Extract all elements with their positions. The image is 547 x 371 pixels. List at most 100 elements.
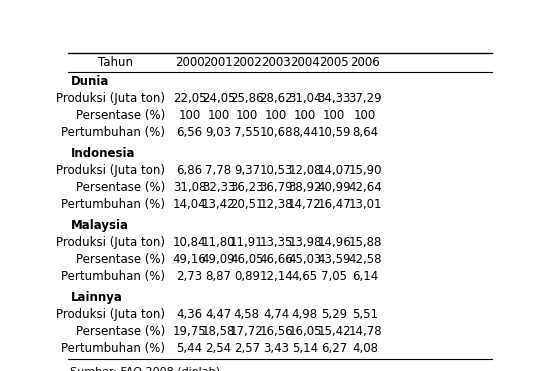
Text: 22,05: 22,05 <box>173 92 206 105</box>
Text: 5,44: 5,44 <box>177 342 203 355</box>
Text: 2,57: 2,57 <box>234 342 260 355</box>
Text: 0,89: 0,89 <box>234 270 260 283</box>
Text: 6,56: 6,56 <box>177 126 203 139</box>
Text: 36,23: 36,23 <box>230 181 264 194</box>
Text: Pertumbuhan (%): Pertumbuhan (%) <box>61 270 165 283</box>
Text: 2,73: 2,73 <box>177 270 203 283</box>
Text: 45,03: 45,03 <box>288 253 322 266</box>
Text: 5,14: 5,14 <box>292 342 318 355</box>
Text: Produksi (Juta ton): Produksi (Juta ton) <box>56 308 165 321</box>
Text: 40,99: 40,99 <box>317 181 351 194</box>
Text: 100: 100 <box>236 109 258 122</box>
Text: 100: 100 <box>294 109 316 122</box>
Text: 5,51: 5,51 <box>352 308 378 321</box>
Text: Persentase (%): Persentase (%) <box>76 253 165 266</box>
Text: Malaysia: Malaysia <box>71 219 129 232</box>
Text: 25,86: 25,86 <box>230 92 264 105</box>
Text: 11,91: 11,91 <box>230 236 264 249</box>
Text: 36,79: 36,79 <box>259 181 293 194</box>
Text: 2000: 2000 <box>175 56 205 69</box>
Text: 100: 100 <box>265 109 287 122</box>
Text: 31,08: 31,08 <box>173 181 206 194</box>
Text: Tahun: Tahun <box>98 56 133 69</box>
Text: 2,54: 2,54 <box>205 342 231 355</box>
Text: 28,62: 28,62 <box>259 92 293 105</box>
Text: 11,80: 11,80 <box>202 236 235 249</box>
Text: Produksi (Juta ton): Produksi (Juta ton) <box>56 164 165 177</box>
Text: 16,56: 16,56 <box>259 325 293 338</box>
Text: 31,04: 31,04 <box>288 92 322 105</box>
Text: 14,72: 14,72 <box>288 198 322 211</box>
Text: 100: 100 <box>207 109 230 122</box>
Text: 4,08: 4,08 <box>352 342 378 355</box>
Text: 37,29: 37,29 <box>348 92 382 105</box>
Text: 4,58: 4,58 <box>234 308 260 321</box>
Text: 9,37: 9,37 <box>234 164 260 177</box>
Text: 15,90: 15,90 <box>348 164 382 177</box>
Text: Pertumbuhan (%): Pertumbuhan (%) <box>61 342 165 355</box>
Text: 42,58: 42,58 <box>348 253 382 266</box>
Text: 32,33: 32,33 <box>202 181 235 194</box>
Text: 34,33: 34,33 <box>317 92 351 105</box>
Text: Persentase (%): Persentase (%) <box>76 325 165 338</box>
Text: 7,05: 7,05 <box>321 270 347 283</box>
Text: 14,07: 14,07 <box>317 164 351 177</box>
Text: 49,09: 49,09 <box>202 253 235 266</box>
Text: 2003: 2003 <box>261 56 291 69</box>
Text: 4,47: 4,47 <box>205 308 231 321</box>
Text: 15,42: 15,42 <box>317 325 351 338</box>
Text: 14,78: 14,78 <box>348 325 382 338</box>
Text: 8,44: 8,44 <box>292 126 318 139</box>
Text: 18,58: 18,58 <box>202 325 235 338</box>
Text: 9,03: 9,03 <box>206 126 231 139</box>
Text: 4,65: 4,65 <box>292 270 318 283</box>
Text: 2002: 2002 <box>232 56 261 69</box>
Text: Indonesia: Indonesia <box>71 147 135 160</box>
Text: 4,74: 4,74 <box>263 308 289 321</box>
Text: 10,84: 10,84 <box>173 236 206 249</box>
Text: 2005: 2005 <box>319 56 349 69</box>
Text: 49,16: 49,16 <box>173 253 207 266</box>
Text: 13,42: 13,42 <box>202 198 235 211</box>
Text: 17,72: 17,72 <box>230 325 264 338</box>
Text: Dunia: Dunia <box>71 75 109 88</box>
Text: Sumber: FAO 2008 (diolah).: Sumber: FAO 2008 (diolah). <box>71 366 224 371</box>
Text: 7,55: 7,55 <box>234 126 260 139</box>
Text: 2004: 2004 <box>290 56 320 69</box>
Text: 12,08: 12,08 <box>288 164 322 177</box>
Text: 38,92: 38,92 <box>288 181 322 194</box>
Text: 10,53: 10,53 <box>259 164 293 177</box>
Text: Produksi (Juta ton): Produksi (Juta ton) <box>56 236 165 249</box>
Text: 13,35: 13,35 <box>259 236 293 249</box>
Text: 6,27: 6,27 <box>321 342 347 355</box>
Text: 8,87: 8,87 <box>206 270 231 283</box>
Text: 16,05: 16,05 <box>288 325 322 338</box>
Text: 5,29: 5,29 <box>321 308 347 321</box>
Text: 19,75: 19,75 <box>173 325 206 338</box>
Text: 4,36: 4,36 <box>177 308 203 321</box>
Text: 7,78: 7,78 <box>205 164 231 177</box>
Text: Pertumbuhan (%): Pertumbuhan (%) <box>61 126 165 139</box>
Text: 6,86: 6,86 <box>177 164 203 177</box>
Text: 12,38: 12,38 <box>259 198 293 211</box>
Text: 46,05: 46,05 <box>230 253 264 266</box>
Text: 43,59: 43,59 <box>317 253 351 266</box>
Text: 20,51: 20,51 <box>230 198 264 211</box>
Text: 2001: 2001 <box>203 56 234 69</box>
Text: 8,64: 8,64 <box>352 126 378 139</box>
Text: Lainnya: Lainnya <box>71 290 123 303</box>
Text: 10,68: 10,68 <box>259 126 293 139</box>
Text: Persentase (%): Persentase (%) <box>76 109 165 122</box>
Text: Produksi (Juta ton): Produksi (Juta ton) <box>56 92 165 105</box>
Text: 14,96: 14,96 <box>317 236 351 249</box>
Text: 15,88: 15,88 <box>348 236 382 249</box>
Text: 100: 100 <box>323 109 345 122</box>
Text: 100: 100 <box>178 109 201 122</box>
Text: 4,98: 4,98 <box>292 308 318 321</box>
Text: 13,98: 13,98 <box>288 236 322 249</box>
Text: 12,14: 12,14 <box>259 270 293 283</box>
Text: 24,05: 24,05 <box>202 92 235 105</box>
Text: 42,64: 42,64 <box>348 181 382 194</box>
Text: 16,47: 16,47 <box>317 198 351 211</box>
Text: Persentase (%): Persentase (%) <box>76 181 165 194</box>
